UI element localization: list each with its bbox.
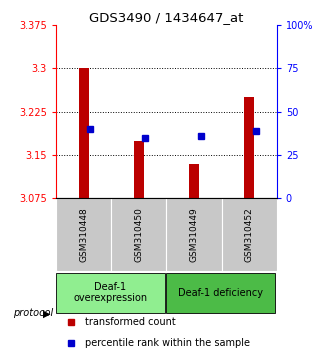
Bar xyxy=(166,199,222,271)
Bar xyxy=(56,199,111,271)
Bar xyxy=(134,141,144,199)
Bar xyxy=(79,68,89,199)
Text: Deaf-1
overexpression: Deaf-1 overexpression xyxy=(74,282,148,303)
Bar xyxy=(111,199,166,271)
Text: GSM310450: GSM310450 xyxy=(134,207,143,262)
Text: GSM310452: GSM310452 xyxy=(245,207,254,262)
Text: percentile rank within the sample: percentile rank within the sample xyxy=(85,338,250,348)
Text: GSM310449: GSM310449 xyxy=(189,207,198,262)
Text: transformed count: transformed count xyxy=(85,317,175,327)
Text: protocol: protocol xyxy=(13,308,53,318)
Text: GSM310448: GSM310448 xyxy=(79,207,88,262)
Text: ▶: ▶ xyxy=(43,308,51,318)
Title: GDS3490 / 1434647_at: GDS3490 / 1434647_at xyxy=(89,11,244,24)
Bar xyxy=(189,164,199,199)
Bar xyxy=(221,199,277,271)
Bar xyxy=(244,97,254,199)
Text: Deaf-1 deficiency: Deaf-1 deficiency xyxy=(179,287,263,298)
